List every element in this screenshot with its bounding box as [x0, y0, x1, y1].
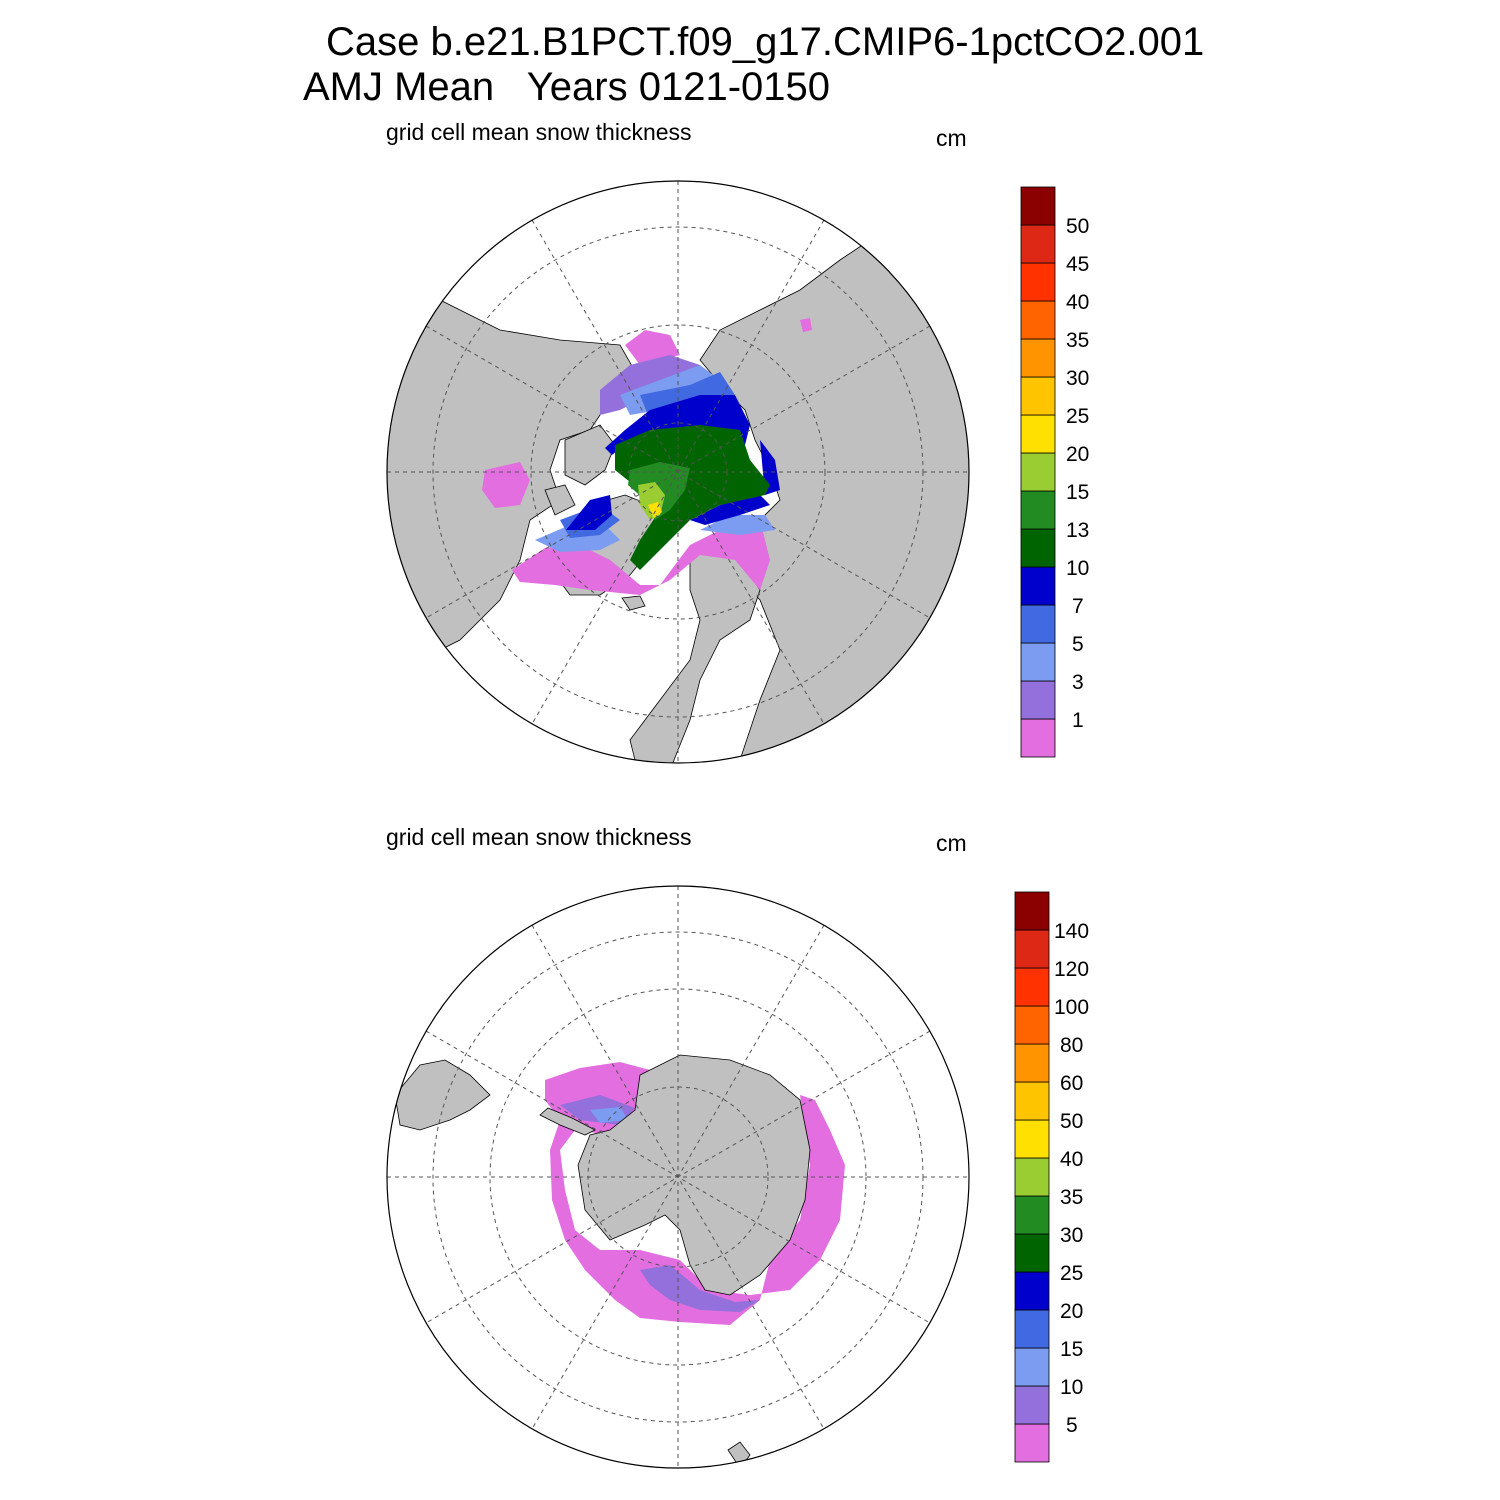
north-colorbar-label: 50	[1066, 215, 1089, 238]
north-subtitle: grid cell mean snow thickness	[386, 119, 692, 145]
north-colorbar-box	[1020, 718, 1056, 758]
north-colorbar-box	[1020, 224, 1056, 264]
south-colorbar-label: 40	[1060, 1148, 1083, 1171]
north-colorbar-box	[1020, 262, 1056, 302]
south-colorbar-box	[1014, 929, 1050, 969]
south-colorbar-label: 35	[1060, 1186, 1083, 1209]
south-snow-pink	[545, 1062, 845, 1325]
south-land-peninsula	[539, 1107, 596, 1136]
north-colorbar-label: 45	[1066, 253, 1089, 276]
south-land-antarctica	[577, 1054, 811, 1296]
south-colorbar-box	[1014, 1195, 1050, 1235]
south-colorbar-box	[1014, 1119, 1050, 1159]
north-colorbar-box	[1020, 186, 1056, 226]
title-line-2: AMJ Mean Years 0121-0150	[303, 65, 831, 109]
south-land-south-america	[394, 1059, 491, 1131]
north-colorbar-box	[1020, 528, 1056, 568]
north-colorbar-label: 13	[1066, 519, 1089, 542]
south-colorbar-label: 30	[1060, 1224, 1083, 1247]
south-colorbar-label: 100	[1054, 996, 1089, 1019]
south-colorbar: 5 10 15 20 25 30 35 40 50 60 80 100 120 140	[1014, 891, 1089, 1463]
north-units: cm	[936, 125, 967, 151]
south-colorbar-label: 20	[1060, 1300, 1083, 1323]
south-snow-lightblue	[590, 1107, 628, 1123]
north-colorbar-box	[1020, 566, 1056, 606]
north-land-iceland	[621, 595, 646, 611]
south-colorbar-label: 10	[1060, 1376, 1083, 1399]
north-colorbar-label: 15	[1066, 481, 1089, 504]
south-colorbar-box	[1014, 1309, 1050, 1349]
north-colorbar-box	[1020, 642, 1056, 682]
north-colorbar-label: 30	[1066, 367, 1089, 390]
south-colorbar-box	[1014, 967, 1050, 1007]
south-snow-purple	[560, 1095, 760, 1312]
south-graticule	[387, 886, 969, 1468]
north-colorbar-label: 5	[1072, 633, 1084, 656]
north-colorbar-label: 10	[1066, 557, 1089, 580]
north-colorbar-box	[1020, 680, 1056, 720]
south-colorbar-label: 80	[1060, 1034, 1083, 1057]
north-colorbar-label: 25	[1066, 405, 1089, 428]
north-colorbar-label: 20	[1066, 443, 1089, 466]
south-polar-map	[386, 885, 970, 1469]
north-colorbar-box	[1020, 490, 1056, 530]
south-colorbar-box	[1014, 1385, 1050, 1425]
north-colorbar-box	[1020, 300, 1056, 340]
south-colorbar-box	[1014, 1043, 1050, 1083]
south-colorbar-label: 50	[1060, 1110, 1083, 1133]
north-colorbar-box	[1020, 376, 1056, 416]
south-colorbar-box	[1014, 891, 1050, 931]
north-colorbar-box	[1020, 452, 1056, 492]
north-colorbar-box	[1020, 338, 1056, 378]
south-colorbar-label: 25	[1060, 1262, 1083, 1285]
south-colorbar-box	[1014, 1157, 1050, 1197]
south-colorbar-label: 120	[1054, 958, 1089, 981]
north-colorbar-box	[1020, 414, 1056, 454]
title-line-1: Case b.e21.B1PCT.f09_g17.CMIP6-1pctCO2.0…	[326, 20, 1205, 64]
north-colorbar-label: 35	[1066, 329, 1089, 352]
north-graticule	[387, 181, 969, 763]
north-land-archipelago	[544, 424, 616, 516]
north-map-border	[386, 180, 970, 764]
south-colorbar-label: 140	[1054, 920, 1089, 943]
south-colorbar-box	[1014, 1423, 1050, 1463]
south-colorbar-label: 5	[1066, 1414, 1078, 1437]
north-polar-map	[386, 180, 970, 764]
north-colorbar-label: 7	[1072, 595, 1084, 618]
south-colorbar-label: 60	[1060, 1072, 1083, 1095]
north-colorbar-label: 3	[1072, 671, 1084, 694]
south-map-border	[386, 885, 970, 1469]
south-colorbar-box	[1014, 1271, 1050, 1311]
north-colorbar-label: 1	[1072, 709, 1084, 732]
north-colorbar-box	[1020, 604, 1056, 644]
north-colorbar-label: 40	[1066, 291, 1089, 314]
south-colorbar-box	[1014, 1005, 1050, 1045]
south-colorbar-box	[1014, 1233, 1050, 1273]
south-colorbar-box	[1014, 1081, 1050, 1121]
south-colorbar-label: 15	[1060, 1338, 1083, 1361]
south-subtitle: grid cell mean snow thickness	[386, 824, 692, 850]
south-units: cm	[936, 830, 967, 856]
south-colorbar-box	[1014, 1347, 1050, 1387]
